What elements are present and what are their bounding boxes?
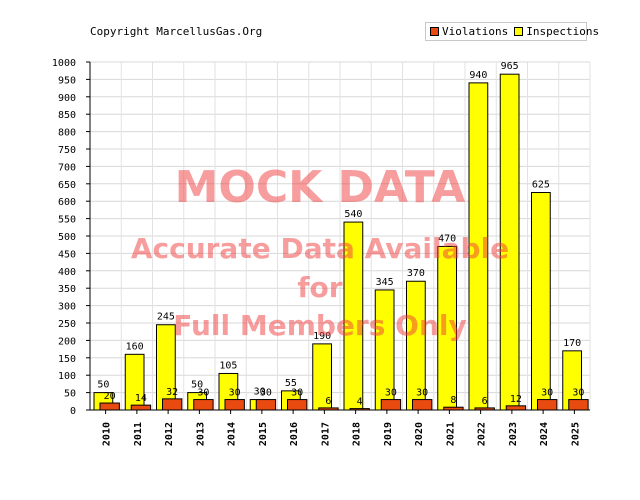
x-tick-label-2020: 2020 [414,422,425,446]
x-tick-label-2022: 2022 [477,422,488,446]
data-label-violations-2023: 12 [510,394,522,405]
data-label-violations-2011: 14 [135,393,147,404]
data-label-inspections-2023: 965 [501,61,519,72]
legend-swatch-inspections [514,27,524,36]
data-label-violations-2019: 30 [385,388,397,399]
bar-violations-2019 [380,399,402,411]
x-tick-label-2019: 2019 [383,422,394,446]
data-label-inspections-2022: 940 [469,70,487,81]
x-tick-label-2015: 2015 [258,422,269,446]
data-label-violations-2012: 32 [166,387,178,398]
data-label-inspections-2013: 50 [191,380,203,391]
y-tick-label: 600 [58,197,76,208]
bar-violations-2023 [505,405,527,411]
bar-violations-2020 [412,399,433,411]
bar-violations-2015 [255,399,277,411]
x-tick-label-2023: 2023 [508,422,519,446]
x-tick-label-2011: 2011 [133,422,144,446]
y-tick-label: 0 [70,406,76,417]
data-label-violations-2017: 6 [325,396,331,407]
data-label-inspections-2025: 170 [563,338,581,349]
bar-violations-2010 [99,402,120,411]
y-tick-label: 50 [64,389,76,400]
data-label-violations-2020: 30 [416,388,428,399]
data-label-inspections-2024: 625 [532,180,550,191]
data-label-inspections-2011: 160 [126,341,144,352]
chart-legend: Violations Inspections [425,22,599,41]
data-label-violations-2016: 30 [291,388,303,399]
legend-label-inspections: Inspections [526,25,600,38]
legend-swatch-violations [430,27,439,36]
y-tick-label: 500 [58,232,76,243]
y-tick-label: 400 [58,267,76,278]
watermark-line-2: Accurate Data Available [130,232,510,265]
watermark-mock-data: MOCK DATA [174,162,466,213]
data-label-inspections-2017: 190 [313,331,331,342]
y-tick-label: 200 [58,336,76,347]
legend-item-inspections: Inspections [514,25,599,38]
y-tick-label: 550 [58,215,76,226]
data-label-inspections-2014: 105 [219,360,237,371]
x-tick-label-2014: 2014 [227,422,238,446]
y-tick-label: 450 [58,249,76,260]
data-label-inspections-2019: 345 [376,277,394,288]
bar-violations-2016 [287,399,308,411]
y-tick-label: 250 [58,319,76,330]
data-label-violations-2010: 20 [104,391,116,402]
copyright-text: Copyright MarcellusGas.Org [90,25,263,38]
bar-violations-2014 [224,399,245,411]
x-tick-label-2010: 2010 [102,422,113,446]
y-tick-label: 800 [58,128,76,139]
x-tick-label-2021: 2021 [445,422,456,446]
bar-violations-2011 [130,404,152,411]
bar-violations-2012 [162,398,183,411]
data-label-violations-2018: 4 [357,397,363,408]
bar-violations-2024 [537,399,558,411]
legend-item-violations: Violations [430,25,508,38]
data-label-violations-2013: 30 [197,388,209,399]
data-label-violations-2015: 30 [260,388,272,399]
y-tick-label: 100 [58,371,76,382]
y-tick-label: 150 [58,354,76,365]
y-tick-label: 750 [58,145,76,156]
data-label-inspections-2016: 55 [285,378,297,389]
data-label-inspections-2021: 470 [438,233,456,244]
x-tick-label-2013: 2013 [195,422,206,446]
x-tick-label-2025: 2025 [570,422,581,446]
data-label-violations-2014: 30 [229,388,241,399]
watermark-line-4: Full Members Only [173,309,467,342]
legend-label-violations: Violations [442,25,509,38]
data-label-inspections-2015: 30 [254,387,266,398]
data-label-inspections-2012: 245 [157,312,175,323]
x-tick-label-2016: 2016 [289,422,300,446]
x-tick-label-2017: 2017 [320,422,331,446]
y-tick-label: 350 [58,284,76,295]
y-tick-label: 700 [58,162,76,173]
y-tick-label: 1000 [52,58,76,69]
x-tick-label-2024: 2024 [539,422,550,446]
y-tick-label: 900 [58,93,76,104]
y-tick-label: 850 [58,110,76,121]
y-tick-label: 300 [58,302,76,313]
data-label-inspections-2020: 370 [407,268,425,279]
data-label-violations-2025: 30 [572,388,584,399]
data-label-violations-2024: 30 [541,388,553,399]
watermark-line-3: for [297,271,343,304]
y-tick-label: 650 [58,180,76,191]
data-label-violations-2022: 6 [482,396,488,407]
data-label-inspections-2010: 50 [97,380,109,391]
data-label-violations-2021: 8 [450,395,456,406]
data-label-inspections-2018: 540 [344,209,362,220]
y-tick-label: 950 [58,75,76,86]
bar-violations-2013 [193,399,214,411]
x-tick-label-2012: 2012 [164,422,175,446]
x-tick-label-2018: 2018 [352,422,363,446]
bar-violations-2025 [568,399,589,411]
